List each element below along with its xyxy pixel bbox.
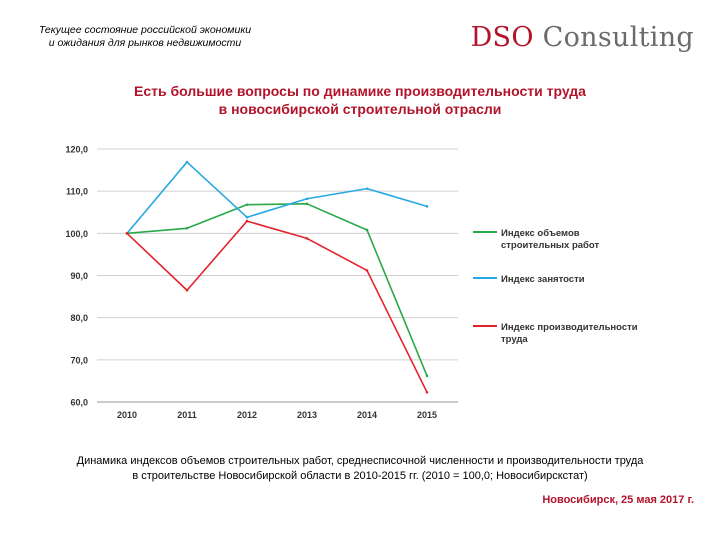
data-point — [185, 226, 189, 230]
x-tick-label: 2015 — [417, 410, 437, 420]
data-point — [305, 197, 309, 201]
header-line-1: Текущее состояние российской экономики — [38, 24, 252, 36]
y-tick-label: 80,0 — [70, 313, 88, 323]
chart-caption: Динамика индексов объемов строительных р… — [10, 454, 710, 484]
data-point — [245, 216, 249, 219]
y-tick-label: 100,0 — [65, 229, 88, 239]
legend-label: Индекс занятости — [501, 274, 585, 285]
data-point — [305, 237, 309, 240]
x-tick-label: 2012 — [237, 410, 257, 420]
data-point — [365, 269, 369, 272]
chart-series — [125, 160, 429, 394]
chart-grid — [97, 148, 458, 403]
caption-line-2: в строительстве Новосибирской области в … — [132, 470, 588, 482]
legend-label: строительных работ — [501, 240, 599, 251]
data-point — [245, 219, 249, 223]
legend-label: Индекс производительности — [501, 322, 638, 333]
data-point — [185, 160, 189, 164]
caption-line-1: Динамика индексов объемов строительных р… — [76, 455, 644, 467]
logo-consulting: Consulting — [542, 22, 694, 53]
data-point — [305, 202, 309, 206]
series-line — [126, 203, 428, 377]
x-tick-label: 2014 — [357, 410, 377, 420]
x-tick-label: 2011 — [177, 410, 197, 420]
title-line-1: Есть большие вопросы по динамике произво… — [134, 83, 586, 99]
data-point — [245, 203, 249, 206]
y-tick-label: 110,0 — [66, 187, 88, 197]
y-tick-label: 70,0 — [70, 355, 88, 365]
legend-label: труда — [501, 334, 528, 345]
footer-location-date: Новосибирск, 25 мая 2017 г. — [542, 494, 694, 506]
data-point — [425, 374, 429, 378]
company-logo: DSO Consulting — [471, 22, 694, 53]
slide-title: Есть большие вопросы по динамике произво… — [40, 82, 680, 118]
data-point — [425, 205, 429, 208]
data-point — [425, 391, 429, 394]
logo-dso: DSO — [470, 22, 534, 53]
x-tick-label: 2010 — [117, 410, 137, 420]
data-point — [125, 232, 129, 235]
y-tick-label: 120,0 — [65, 145, 88, 155]
y-tick-label: 90,0 — [70, 271, 88, 281]
series-line — [126, 161, 428, 234]
title-line-2: в новосибирской строительной отрасли — [218, 101, 502, 117]
x-tick-label: 2013 — [297, 410, 317, 420]
legend-label: Индекс объемов — [501, 228, 580, 239]
header-line-2: и ожидания для рынков недвижимости — [48, 37, 242, 49]
data-point — [365, 228, 369, 232]
presentation-header: Текущее состояние российской экономики и… — [10, 24, 280, 50]
y-tick-label: 60,0 — [70, 398, 88, 408]
data-point — [365, 187, 369, 190]
chart-axes: 60,0 70,0 80,0 90,0 100,0 110,0 120,0 2010 2011 2… — [65, 145, 458, 420]
data-point — [185, 288, 189, 292]
series-line — [126, 220, 428, 393]
